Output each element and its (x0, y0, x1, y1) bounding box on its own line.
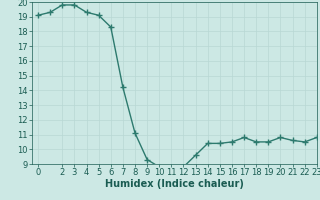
X-axis label: Humidex (Indice chaleur): Humidex (Indice chaleur) (105, 179, 244, 189)
